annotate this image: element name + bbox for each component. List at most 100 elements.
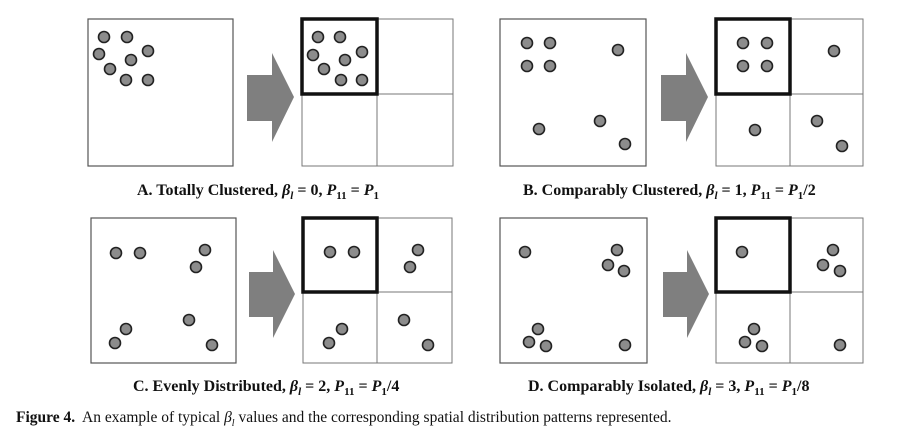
rhs-symbol: P: [781, 378, 792, 395]
rhs-subscript: 1: [381, 386, 387, 399]
caption-prefix: D. Comparably Isolated,: [528, 378, 701, 395]
rhs-tail: /2: [803, 182, 816, 199]
figure-label: Figure 4.: [16, 409, 76, 426]
dot: [601, 258, 615, 272]
beta-symbol: β: [224, 409, 232, 426]
rhs-subscript: 1: [791, 386, 798, 399]
beta-value: = 3,: [711, 378, 745, 395]
p-subscript: 11: [344, 386, 355, 399]
caption-panel-c: C. Evenly Distributed, βl = 2, P11 = P1/…: [133, 378, 399, 398]
dot: [322, 336, 336, 350]
dots-quadrant: [306, 30, 369, 87]
beta-subscript: l: [231, 418, 235, 430]
figure-caption: Figure 4. An example of typical βl value…: [16, 409, 671, 429]
caption-panel-b: B. Comparably Clustered, βl = 1, P11 = P…: [523, 182, 816, 202]
dot: [522, 335, 536, 349]
dot: [735, 245, 749, 259]
arrow-icon: [249, 250, 295, 338]
dot: [97, 30, 111, 44]
dot: [323, 245, 337, 259]
highlight-quadrant: [714, 216, 792, 294]
beta-subscript: l: [290, 190, 294, 203]
dot: [539, 339, 553, 353]
beta-value: = 2,: [301, 378, 335, 395]
p-symbol: P: [326, 182, 337, 199]
dot: [103, 62, 117, 76]
dot: [736, 59, 750, 73]
arrow-icon: [247, 53, 294, 142]
dot: [198, 243, 212, 257]
dot: [532, 122, 546, 136]
dot: [748, 123, 762, 137]
dot: [760, 36, 774, 50]
highlight-quadrant: [300, 17, 379, 96]
dot: [738, 335, 752, 349]
dot: [617, 264, 631, 278]
rhs-symbol: P: [787, 182, 798, 199]
p-symbol: P: [744, 378, 755, 395]
panel-d: [499, 216, 864, 364]
dot: [543, 36, 557, 50]
dot: [810, 114, 824, 128]
dot: [317, 62, 331, 76]
dot: [747, 322, 761, 336]
dot: [520, 36, 534, 50]
p-symbol: P: [750, 182, 761, 199]
highlight-quadrant: [714, 17, 792, 96]
caption-text-before: An example of typical: [75, 409, 225, 426]
beta-subscript: l: [708, 386, 712, 399]
dots-quadrant: [735, 243, 847, 353]
dot: [335, 322, 349, 336]
caption-prefix: A. Totally Clustered,: [137, 182, 283, 199]
beta-symbol: β: [282, 182, 291, 199]
dot: [397, 313, 411, 327]
beta-value: = 0,: [293, 182, 327, 199]
rhs-tail: /8: [797, 378, 810, 395]
dot: [760, 59, 774, 73]
dot: [827, 44, 841, 58]
dot: [611, 43, 625, 57]
dot: [334, 73, 348, 87]
dots-quadrant: [736, 36, 849, 153]
dot: [205, 338, 219, 352]
dot: [593, 114, 607, 128]
dot: [108, 336, 122, 350]
dot: [520, 59, 534, 73]
equals: =: [354, 378, 372, 395]
caption-prefix: B. Comparably Clustered,: [523, 182, 707, 199]
dot: [119, 322, 133, 336]
p-subscript: 11: [754, 386, 765, 399]
dot: [182, 313, 196, 327]
beta-subscript: l: [714, 190, 718, 203]
highlight-quadrant: [301, 216, 379, 294]
caption-text-after: values and the corresponding spatial dis…: [234, 409, 672, 426]
dot: [835, 139, 849, 153]
equals: =: [764, 378, 782, 395]
dot: [755, 339, 769, 353]
beta-value: = 1,: [717, 182, 751, 199]
beta-subscript: l: [298, 386, 302, 399]
dot: [92, 47, 106, 61]
panel-c: [90, 216, 453, 364]
rhs-tail: /4: [386, 378, 400, 395]
dot: [189, 260, 203, 274]
dot: [333, 30, 347, 44]
equals: =: [346, 182, 364, 199]
p-subscript: 11: [760, 190, 771, 203]
dot: [421, 338, 435, 352]
dot: [833, 264, 847, 278]
dots-original: [108, 243, 219, 352]
rhs-symbol: P: [371, 378, 382, 395]
dot: [306, 48, 320, 62]
dot: [543, 59, 557, 73]
dot: [618, 338, 632, 352]
dot: [141, 44, 155, 58]
dots-quadrant: [322, 243, 435, 352]
dot: [109, 246, 123, 260]
dot: [833, 338, 847, 352]
caption-panel-a: A. Totally Clustered, βl = 0, P11 = P1: [137, 182, 379, 202]
p-symbol: P: [334, 378, 345, 395]
arrow-icon: [663, 250, 709, 338]
arrow-icon: [661, 53, 708, 142]
dot: [141, 73, 155, 87]
